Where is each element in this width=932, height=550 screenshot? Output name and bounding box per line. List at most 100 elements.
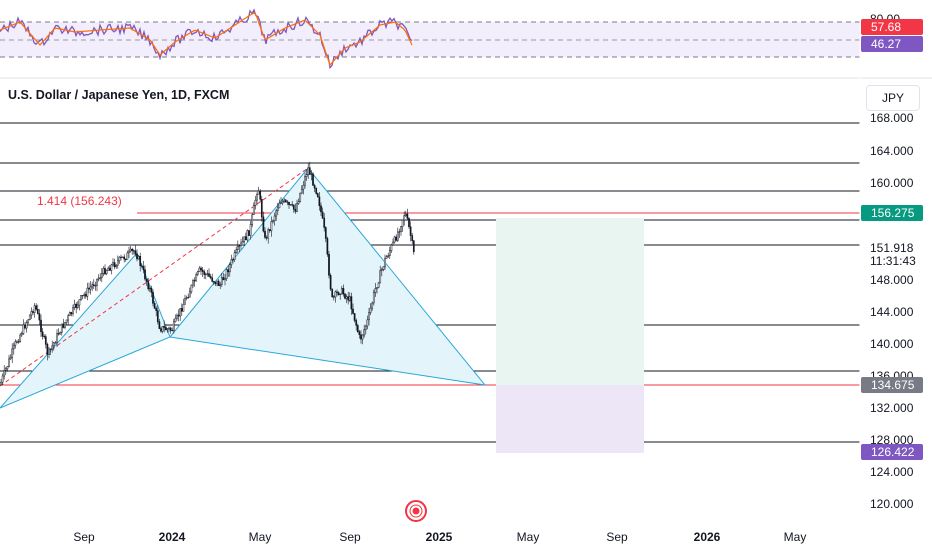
candle-body — [396, 231, 399, 241]
candle-body — [254, 199, 257, 206]
candle-body — [318, 196, 321, 207]
candle-body — [302, 184, 305, 190]
candle-body — [136, 253, 138, 260]
candle-body — [153, 303, 156, 309]
candle-body — [384, 258, 386, 268]
candle-body — [88, 287, 90, 290]
time-axis-label: 2025 — [425, 530, 453, 544]
candle-body — [409, 226, 412, 236]
price-axis-label: 148.000 — [870, 273, 914, 287]
candle-body — [174, 317, 177, 323]
candle-body — [51, 345, 54, 350]
symbol-title[interactable]: U.S. Dollar / Japanese Yen, 1D, FXCM — [8, 88, 230, 102]
candle-body — [147, 281, 150, 290]
candle-body — [48, 348, 50, 355]
candle-body — [392, 241, 394, 246]
candle-body — [288, 202, 290, 205]
candle-body — [225, 269, 228, 279]
candle-body — [201, 269, 204, 272]
candle-body — [1, 375, 4, 383]
candle-body — [89, 286, 92, 290]
candle-body — [294, 209, 297, 212]
candle-body — [70, 312, 73, 315]
candle-body — [324, 227, 327, 239]
candle-body — [246, 230, 249, 241]
price-axis-label: 144.000 — [870, 305, 914, 319]
lower-price-badge: 126.422 — [861, 444, 923, 460]
candle-body — [72, 307, 74, 315]
candle-body — [217, 280, 220, 286]
rsi-band — [0, 22, 860, 57]
candle-body — [203, 271, 206, 275]
candle-body — [123, 256, 126, 260]
candle-body — [30, 311, 33, 316]
candle-body — [96, 278, 98, 286]
candle-body — [284, 199, 287, 203]
candle-body — [259, 190, 262, 200]
candle-body — [160, 328, 162, 332]
profit-zone[interactable] — [496, 218, 644, 385]
candle-body — [134, 250, 137, 255]
candle-body — [240, 242, 242, 246]
candle-body — [164, 327, 167, 331]
loss-zone[interactable] — [496, 385, 644, 453]
candle-body — [320, 205, 322, 213]
currency-button[interactable]: JPY — [866, 85, 920, 111]
price-axis-label: 128.000 — [870, 433, 914, 447]
candle-body — [112, 262, 114, 266]
candle-body — [161, 326, 164, 332]
candle-body — [398, 231, 401, 233]
candle-body — [104, 268, 106, 275]
candle-body — [232, 259, 234, 261]
candle-body — [97, 277, 100, 280]
candle-body — [145, 278, 148, 282]
candle-body — [196, 271, 199, 275]
candle-body — [360, 334, 362, 340]
candle-body — [83, 294, 86, 296]
candle-body — [182, 304, 185, 312]
candle-body — [73, 303, 76, 308]
fib-extension-label: 1.414 (156.243) — [37, 194, 122, 208]
candle-body — [281, 201, 284, 204]
candle-body — [86, 287, 89, 297]
candle-body — [211, 277, 214, 282]
candle-body — [248, 230, 250, 236]
candle-body — [299, 192, 302, 202]
candle-body — [300, 188, 303, 194]
candle-body — [171, 330, 174, 332]
candle-body — [94, 285, 97, 287]
candle-body — [388, 250, 391, 256]
rsi-pane — [0, 8, 860, 70]
candle-body — [347, 296, 350, 301]
candle-body — [369, 307, 372, 313]
candle-body — [102, 268, 105, 274]
candle-body — [358, 331, 361, 335]
candle-body — [260, 199, 263, 218]
candle-body — [185, 297, 188, 299]
candle-body — [230, 259, 233, 265]
candle-body — [216, 280, 218, 284]
candle-body — [345, 296, 348, 299]
candle-body — [332, 296, 335, 298]
candle-body — [67, 315, 70, 321]
candle-body — [224, 278, 226, 281]
candle-body — [43, 335, 46, 338]
candle-body — [356, 325, 359, 333]
candle-body — [84, 294, 87, 297]
candle-body — [6, 366, 9, 370]
candle-body — [366, 319, 369, 327]
candle-body — [275, 210, 278, 217]
candle-body — [107, 267, 110, 271]
candle-body — [14, 341, 17, 346]
candle-body — [235, 249, 238, 253]
candle-body — [316, 193, 319, 198]
candle-body — [244, 236, 247, 241]
target-icon[interactable] — [404, 499, 428, 523]
candle-body — [49, 348, 52, 350]
candle-body — [304, 176, 306, 186]
price-axis-label: 168.000 — [870, 111, 914, 125]
candle-body — [257, 190, 260, 195]
candle-body — [128, 250, 130, 254]
candle-body — [222, 277, 225, 281]
